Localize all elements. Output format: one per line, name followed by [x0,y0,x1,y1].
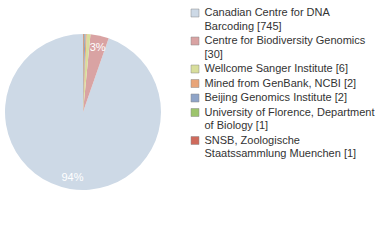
svg-text:University of Florence, Depart: University of Florence, Departmentof Bio… [205,106,375,131]
svg-text:Beijing Genomics Institute [2]: Beijing Genomics Institute [2] [205,91,347,103]
svg-text:94%: 94% [61,171,83,183]
svg-text:Mined from GenBank, NCBI [2]: Mined from GenBank, NCBI [2] [205,77,357,89]
svg-text:Centre for Biodiversity Genomi: Centre for Biodiversity Genomics[30] [205,34,366,60]
svg-text:Wellcome Sanger Institute [6]: Wellcome Sanger Institute [6] [205,62,348,74]
svg-text:3%: 3% [90,41,106,53]
svg-text:SNSB, ZoologischeStaatssammlun: SNSB, ZoologischeStaatssammlung Muenchen… [205,134,357,159]
svg-text:Canadian Centre for DNABarcodi: Canadian Centre for DNABarcoding [745] [205,6,331,32]
